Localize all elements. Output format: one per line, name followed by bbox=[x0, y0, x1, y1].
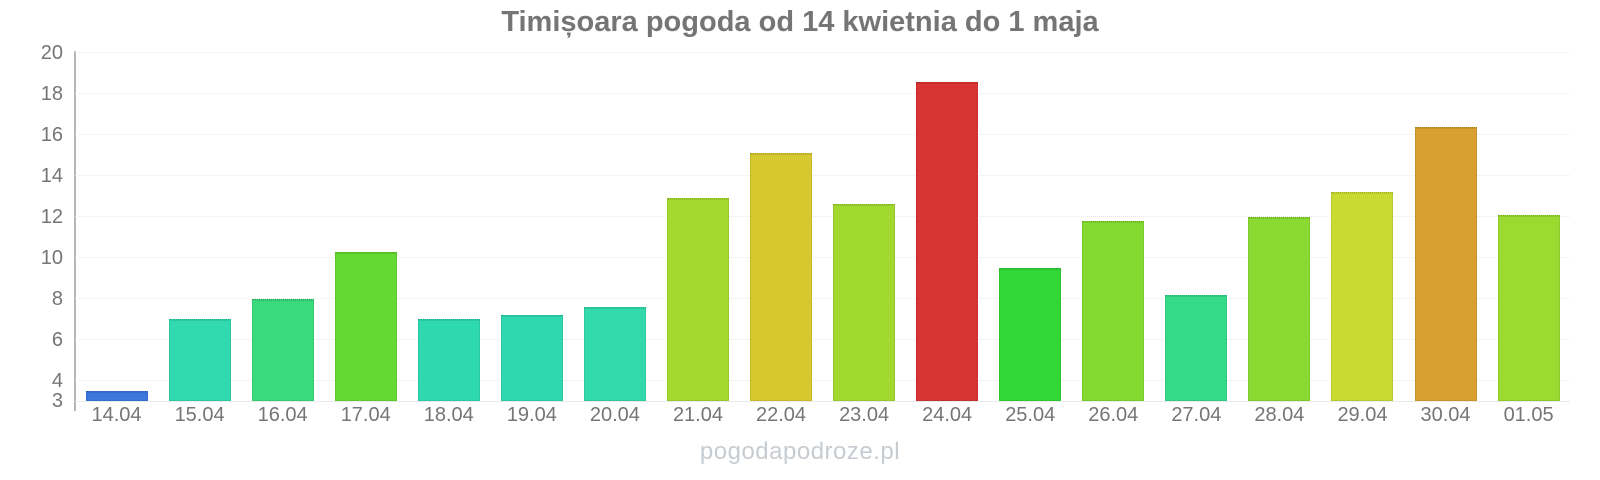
bar-15.04 bbox=[168, 319, 231, 401]
y-tick-label-20: 20 bbox=[40, 42, 63, 64]
bar-24.04 bbox=[916, 81, 979, 401]
x-tick-label-29.04: 29.04 bbox=[1337, 404, 1388, 426]
plot-area bbox=[75, 52, 1570, 402]
gridline-8 bbox=[75, 297, 1570, 299]
bar-23.04 bbox=[833, 204, 896, 401]
x-tick-label-20.04: 20.04 bbox=[589, 404, 640, 426]
x-tick-label-23.04: 23.04 bbox=[839, 404, 890, 426]
y-tick-label-3: 3 bbox=[51, 390, 63, 412]
bar-slot-19.04 bbox=[490, 53, 573, 401]
x-axis-baseline bbox=[75, 401, 1570, 402]
x-tick-label-01.05: 01.05 bbox=[1503, 404, 1554, 426]
gridline-10 bbox=[75, 256, 1570, 258]
y-tick-label-12: 12 bbox=[40, 205, 63, 228]
x-tick-label-17.04: 17.04 bbox=[340, 404, 391, 426]
bar-26.04 bbox=[1082, 220, 1145, 401]
y-tick-label-6: 6 bbox=[51, 328, 63, 351]
bar-slot-28.04 bbox=[1238, 53, 1321, 401]
x-tick-label-18.04: 18.04 bbox=[423, 404, 474, 426]
bar-slot-16.04 bbox=[241, 53, 324, 401]
bar-slot-26.04 bbox=[1072, 53, 1155, 401]
bar-slot-23.04 bbox=[823, 53, 906, 401]
y-axis-labels: 3 4 6 8 10 12 14 16 18 20 bbox=[0, 43, 63, 411]
gridline-12 bbox=[75, 215, 1570, 217]
gridline-14 bbox=[75, 174, 1570, 176]
y-tick-label-16: 16 bbox=[40, 123, 63, 146]
bar-20.04 bbox=[583, 306, 646, 401]
y-tick-label-18: 18 bbox=[40, 82, 63, 105]
bar-25.04 bbox=[999, 267, 1062, 401]
bar-28.04 bbox=[1248, 216, 1311, 401]
gridline-20 bbox=[75, 52, 1570, 53]
bar-21.04 bbox=[666, 198, 729, 401]
watermark-text: pogodapodroze.pl bbox=[699, 438, 901, 465]
bars-row bbox=[75, 53, 1570, 401]
bar-17.04 bbox=[334, 251, 397, 401]
x-tick-label-27.04: 27.04 bbox=[1171, 404, 1222, 426]
bar-19.04 bbox=[500, 315, 563, 401]
x-tick-label-14.04: 14.04 bbox=[91, 404, 142, 426]
bar-slot-01.05 bbox=[1487, 53, 1570, 401]
y-tick-label-14: 14 bbox=[40, 164, 63, 187]
y-tick-label-4: 4 bbox=[51, 369, 63, 392]
bar-18.04 bbox=[417, 319, 480, 401]
bar-16.04 bbox=[251, 298, 314, 401]
x-tick-label-21.04: 21.04 bbox=[672, 404, 723, 426]
x-tick-label-19.04: 19.04 bbox=[506, 404, 557, 426]
bar-slot-17.04 bbox=[324, 53, 407, 401]
bar-22.04 bbox=[750, 153, 813, 401]
bar-29.04 bbox=[1331, 192, 1394, 401]
gridline-18 bbox=[75, 92, 1570, 94]
x-tick-label-28.04: 28.04 bbox=[1254, 404, 1305, 426]
bar-slot-29.04 bbox=[1321, 53, 1404, 401]
x-tick-label-26.04: 26.04 bbox=[1088, 404, 1139, 426]
bar-slot-21.04 bbox=[656, 53, 739, 401]
x-tick-label-15.04: 15.04 bbox=[174, 404, 225, 426]
bar-slot-15.04 bbox=[158, 53, 241, 401]
bar-01.05 bbox=[1497, 214, 1560, 401]
bar-slot-20.04 bbox=[573, 53, 656, 401]
x-tick-label-30.04: 30.04 bbox=[1420, 404, 1471, 426]
bar-30.04 bbox=[1414, 126, 1477, 401]
bar-slot-24.04 bbox=[906, 53, 989, 401]
x-tick-label-25.04: 25.04 bbox=[1005, 404, 1056, 426]
gridline-6 bbox=[75, 338, 1570, 340]
y-tick-label-8: 8 bbox=[51, 287, 63, 310]
x-axis-labels: 14.04 15.04 16.04 17.04 18.04 19.04 20.04 21.04… bbox=[75, 403, 1570, 427]
gridline-4 bbox=[75, 379, 1570, 381]
bar-slot-18.04 bbox=[407, 53, 490, 401]
y-tick-label-10: 10 bbox=[40, 246, 63, 269]
y-axis-line bbox=[74, 51, 76, 411]
gridline-16 bbox=[75, 133, 1570, 135]
chart-title: Timișoara pogoda od 14 kwietnia do 1 maj… bbox=[501, 6, 1099, 38]
x-tick-label-16.04: 16.04 bbox=[257, 404, 308, 426]
bar-slot-25.04 bbox=[989, 53, 1072, 401]
bar-slot-14.04 bbox=[75, 53, 158, 401]
bar-slot-27.04 bbox=[1155, 53, 1238, 401]
bar-14.04 bbox=[85, 390, 148, 401]
bar-27.04 bbox=[1165, 294, 1228, 401]
x-tick-label-24.04: 24.04 bbox=[922, 404, 973, 426]
bar-slot-22.04 bbox=[740, 53, 823, 401]
x-tick-label-22.04: 22.04 bbox=[756, 404, 807, 426]
bar-slot-30.04 bbox=[1404, 53, 1487, 401]
